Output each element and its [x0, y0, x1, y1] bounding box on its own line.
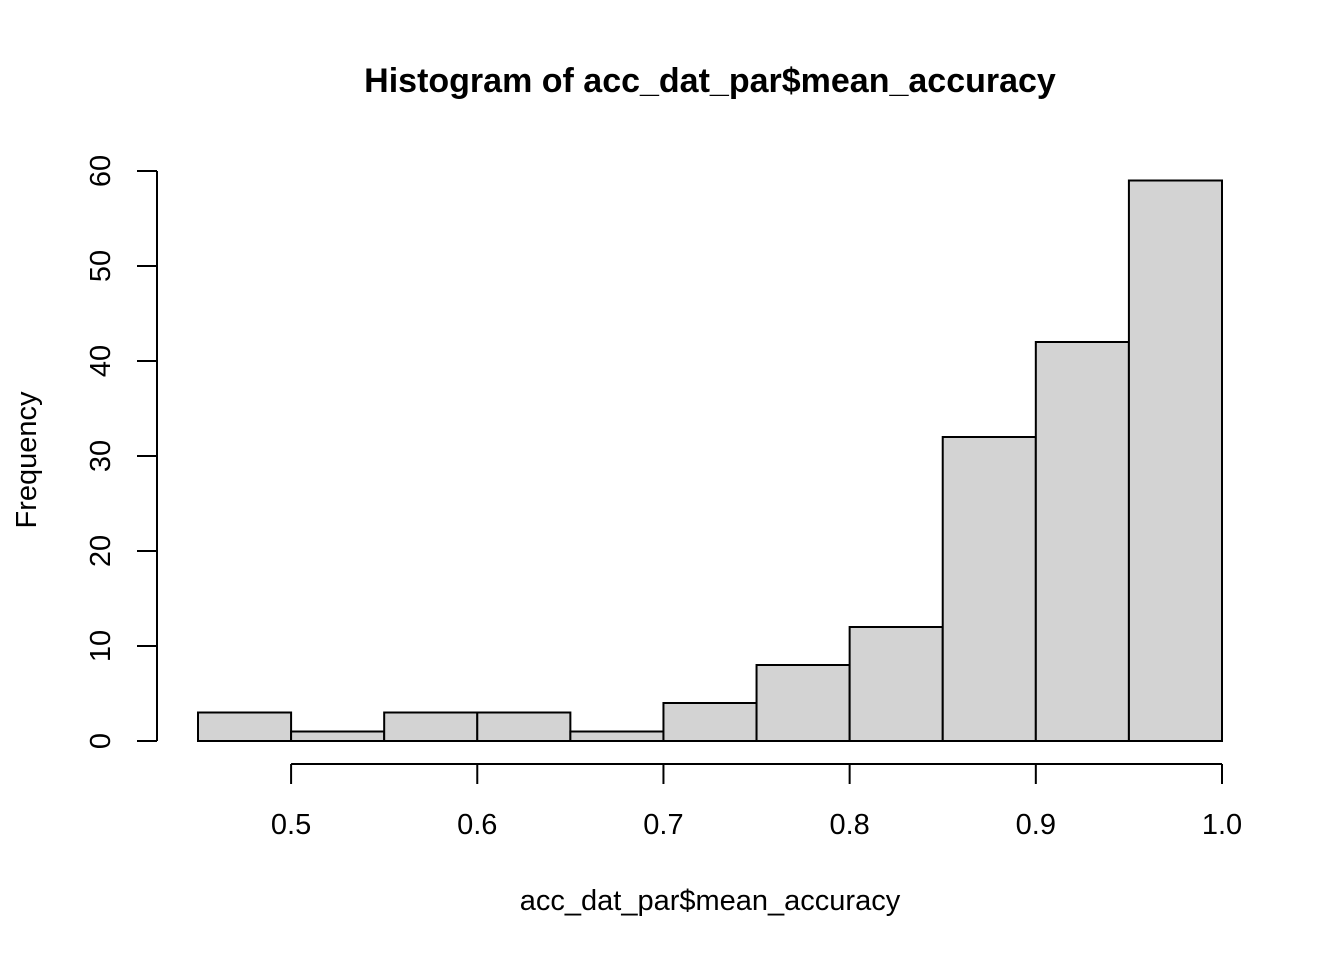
y-tick-label: 60	[85, 155, 117, 187]
y-axis: 0 10 20 30 40 50 60	[85, 155, 158, 749]
x-tick-label: 1.0	[1202, 809, 1242, 841]
y-tick-label: 10	[85, 630, 117, 662]
x-tick-label: 0.7	[643, 809, 683, 841]
histogram-bar	[1127, 179, 1223, 742]
histogram-bar	[290, 730, 386, 742]
histogram-bar	[662, 702, 758, 742]
histogram-bar	[197, 711, 293, 742]
x-tick-label: 0.9	[1016, 809, 1056, 841]
histogram-bar	[848, 626, 944, 742]
histogram-bar	[1034, 341, 1130, 742]
bars-group	[197, 179, 1223, 742]
histogram-bar	[755, 664, 851, 742]
y-tick-label: 20	[85, 535, 117, 567]
y-tick-label: 0	[85, 733, 117, 749]
y-tick-label: 30	[85, 440, 117, 472]
x-tick-label: 0.8	[829, 809, 869, 841]
y-tick-label: 50	[85, 250, 117, 282]
histogram-bar	[941, 436, 1037, 742]
y-axis-label: Frequency	[11, 391, 43, 529]
histogram-bar	[383, 711, 479, 742]
x-axis-label: acc_dat_par$mean_accuracy	[520, 885, 901, 917]
x-axis: 0.5 0.6 0.7 0.8 0.9 1.0	[271, 763, 1242, 841]
x-tick-label: 0.6	[457, 809, 497, 841]
x-tick-label: 0.5	[271, 809, 311, 841]
chart-title: Histogram of acc_dat_par$mean_accuracy	[364, 62, 1056, 100]
histogram-bar	[569, 730, 665, 742]
y-tick-label: 40	[85, 345, 117, 377]
histogram-bar	[476, 711, 572, 742]
